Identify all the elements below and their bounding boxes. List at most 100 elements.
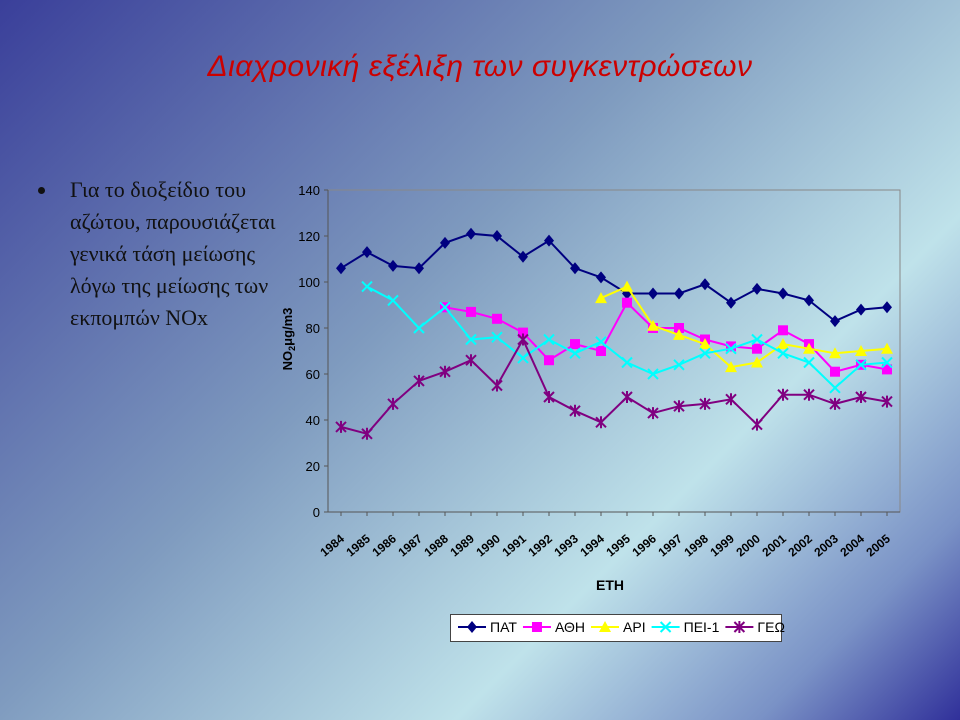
data-point (803, 388, 815, 401)
data-point (856, 303, 866, 316)
data-point (439, 365, 451, 378)
legend-entry: ΑΡΙ (591, 619, 646, 635)
data-point (570, 339, 580, 350)
data-point (751, 333, 763, 346)
series-5 (335, 333, 893, 440)
data-point (725, 361, 737, 373)
data-point (413, 374, 425, 387)
x-tick-label: 1999 (707, 531, 737, 559)
data-point (492, 230, 502, 242)
data-point (829, 347, 841, 359)
x-tick-label: 1986 (369, 531, 399, 559)
data-point (518, 250, 528, 263)
x-tick-label: 2000 (733, 531, 763, 559)
data-point (544, 234, 554, 247)
data-point (752, 282, 762, 295)
x-tick-label: 1987 (395, 531, 425, 559)
data-point (335, 420, 347, 433)
legend-label: ΠΕΙ-1 (684, 619, 720, 635)
data-point (674, 287, 684, 300)
data-point (440, 236, 450, 249)
data-point (596, 271, 606, 284)
data-point (673, 359, 685, 371)
data-point (465, 354, 477, 367)
data-point (830, 366, 840, 377)
legend-marker (531, 622, 542, 632)
y-tick-label: 140 (298, 183, 320, 198)
series-4 (361, 280, 893, 394)
x-tick-label: 1994 (577, 531, 607, 559)
data-point (881, 342, 893, 354)
data-point (491, 379, 503, 392)
data-point (882, 301, 892, 314)
data-point (622, 297, 632, 308)
data-point (414, 262, 424, 275)
x-tick-label: 2002 (785, 531, 815, 559)
data-point (595, 292, 607, 304)
data-point (751, 418, 763, 431)
data-point (596, 346, 606, 356)
data-point (621, 280, 633, 292)
y-axis-label: NO2μg/m3 (280, 308, 297, 371)
data-point (388, 259, 398, 272)
data-point (855, 391, 867, 403)
x-tick-label: 1998 (681, 531, 711, 559)
x-tick-label: 1997 (655, 531, 685, 559)
legend-entry: ΠΕΙ-1 (651, 619, 720, 635)
data-point (466, 306, 476, 317)
x-tick-label: 1988 (421, 531, 451, 559)
x-tick-label: 2001 (759, 531, 789, 559)
y-tick-label: 20 (306, 459, 320, 474)
y-tick-label: 60 (306, 367, 320, 382)
data-point (726, 296, 736, 309)
data-point (699, 338, 711, 350)
x-tick-label: 1995 (603, 531, 633, 559)
x-tick-label: 1991 (499, 531, 529, 559)
x-tick-label: 1984 (317, 531, 347, 559)
bullet-dot (38, 187, 45, 194)
data-point (621, 391, 633, 403)
data-point (518, 327, 528, 338)
series-line (600, 285, 888, 369)
x-tick-label: 1996 (629, 531, 659, 559)
legend-entry: ΠΑΤ (458, 619, 517, 635)
legend-label: ΠΑΤ (490, 619, 517, 635)
data-point (700, 278, 710, 291)
data-point (673, 328, 685, 340)
data-point (570, 262, 580, 275)
x-tick-label: 2003 (811, 531, 841, 559)
data-point (387, 397, 399, 410)
data-point (778, 325, 788, 336)
legend-marker (467, 621, 477, 633)
data-point (699, 397, 711, 410)
data-point (465, 333, 477, 346)
data-point (492, 313, 502, 324)
x-tick-label: 1990 (473, 531, 503, 559)
data-point (517, 333, 529, 346)
data-point (673, 400, 685, 413)
data-point (725, 342, 737, 355)
legend-label: ΑΘΗ (555, 619, 585, 635)
data-point (699, 347, 711, 360)
legend-marker (733, 621, 746, 633)
data-point (647, 368, 659, 380)
series-line (340, 232, 888, 323)
data-point (726, 341, 736, 352)
data-point (648, 287, 658, 300)
data-point (362, 246, 372, 259)
bullet-text: Για το διοξείδιο του αζώτου, παρουσιάζετ… (70, 177, 276, 330)
x-axis-label: ΕΤΗ (596, 577, 624, 593)
data-point (543, 391, 555, 403)
data-point (830, 315, 840, 328)
data-point (777, 338, 789, 350)
x-tick-label: 2004 (837, 531, 867, 559)
data-point (803, 342, 815, 354)
legend-entry: ΓΕΩ (725, 619, 785, 635)
x-tick-label: 1985 (343, 531, 373, 559)
legend-layer: ΠΑΤ ΑΘΗ ΑΡΙ ΠΕΙ-1 ΓΕΩ (458, 619, 785, 635)
data-point (751, 356, 763, 368)
data-point (466, 227, 476, 240)
data-point (361, 280, 373, 293)
data-point (361, 427, 373, 440)
